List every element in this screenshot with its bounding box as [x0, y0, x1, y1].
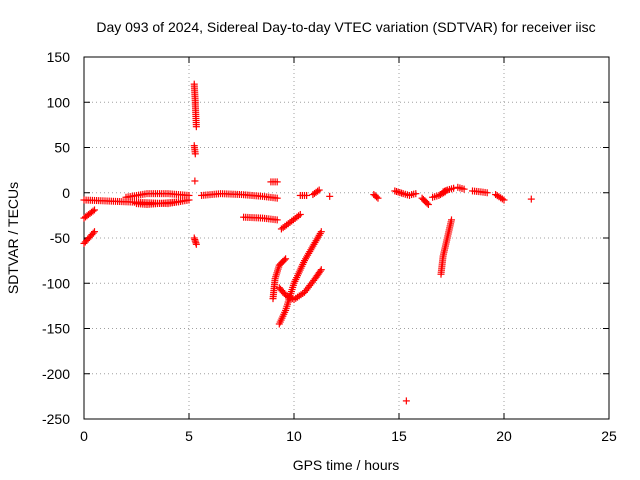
data-point — [460, 185, 468, 193]
y-tick-label: -200 — [42, 366, 70, 382]
y-tick-label: 0 — [62, 185, 70, 201]
y-tick-label: 50 — [54, 140, 70, 156]
data-points — [80, 80, 535, 405]
data-point — [191, 177, 199, 185]
chart-title: Day 093 of 2024, Sidereal Day-to-day VTE… — [96, 19, 595, 35]
x-tick-label: 15 — [391, 428, 407, 444]
data-point — [315, 186, 323, 194]
data-point — [527, 195, 535, 203]
data-point — [317, 266, 325, 274]
y-tick-label: 100 — [47, 94, 71, 110]
data-point — [280, 256, 288, 264]
data-point — [191, 150, 199, 158]
data-point — [448, 216, 455, 224]
grid — [84, 57, 609, 419]
data-point — [424, 201, 432, 209]
data-point — [402, 397, 410, 405]
data-point — [192, 240, 200, 248]
axis-ticks: 0 5 10 15 20 25 -250 -200 -150 -100 -50 0 50 100 150 — [42, 49, 617, 444]
data-point — [273, 216, 281, 224]
data-point — [282, 255, 290, 263]
data-point — [314, 187, 322, 195]
data-point — [326, 192, 334, 200]
data-point — [175, 198, 182, 206]
data-point — [450, 184, 458, 192]
y-tick-label: -50 — [50, 230, 70, 246]
data-point — [483, 189, 491, 197]
data-point — [296, 210, 304, 218]
data-point — [317, 228, 325, 236]
data-point — [374, 194, 382, 202]
y-axis-title: SDTVAR / TECUs — [5, 182, 21, 294]
x-tick-label: 25 — [601, 428, 617, 444]
x-tick-label: 0 — [80, 428, 88, 444]
x-tick-label: 20 — [496, 428, 512, 444]
data-point — [442, 187, 450, 195]
data-point — [91, 206, 98, 214]
data-point — [91, 228, 98, 236]
data-point — [412, 190, 420, 198]
x-axis-title: GPS time / hours — [293, 457, 400, 473]
y-tick-label: 150 — [47, 49, 71, 65]
data-point — [500, 196, 508, 204]
data-point — [316, 267, 324, 275]
data-point — [89, 229, 97, 237]
plot-frame — [83, 56, 610, 420]
x-tick-label: 10 — [286, 428, 302, 444]
x-tick-label: 5 — [185, 428, 193, 444]
y-tick-label: -250 — [42, 411, 70, 427]
data-point — [295, 212, 303, 220]
y-tick-label: -150 — [42, 321, 70, 337]
data-point — [273, 178, 281, 186]
y-tick-label: -100 — [42, 275, 70, 291]
data-point — [89, 207, 97, 215]
data-point — [303, 191, 311, 199]
data-point — [498, 195, 506, 203]
data-point — [192, 123, 200, 131]
data-point — [373, 193, 381, 201]
data-point — [185, 191, 193, 199]
data-point — [273, 194, 281, 202]
data-point — [423, 199, 431, 207]
